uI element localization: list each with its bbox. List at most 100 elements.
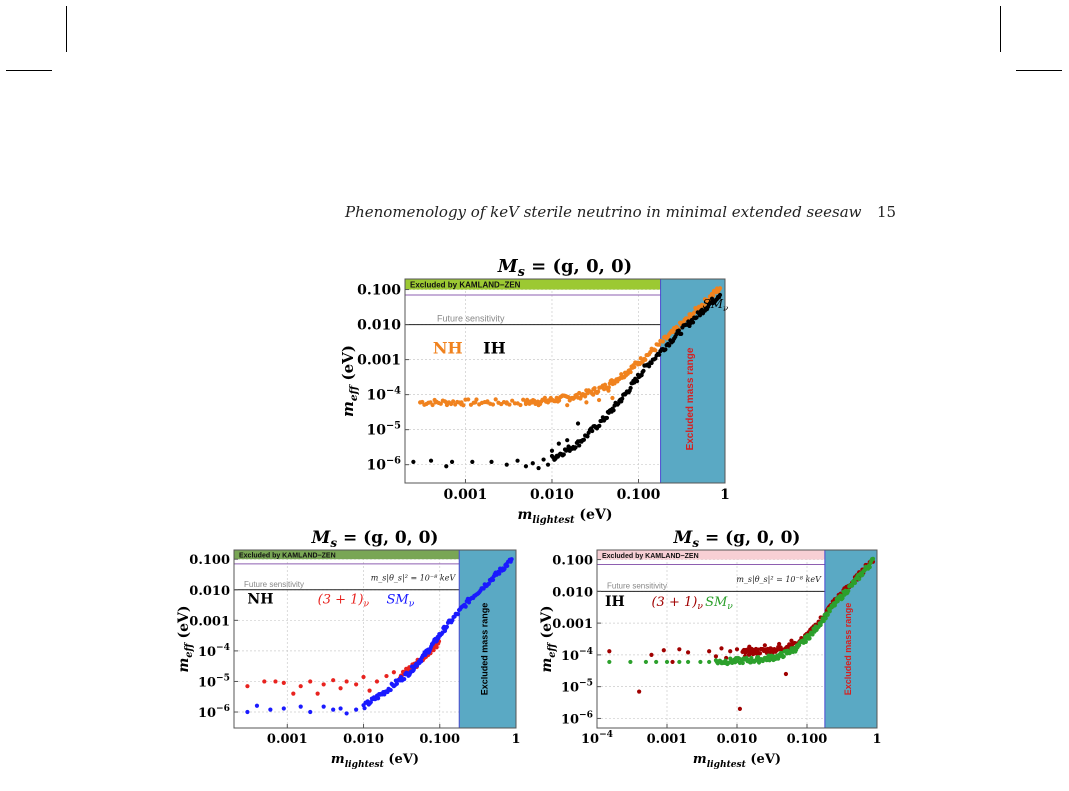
future-sensitivity-label: Future sensitivity: [244, 580, 304, 589]
data-point: [767, 658, 772, 663]
data-point: [388, 687, 393, 693]
data-point: [497, 571, 502, 576]
data-point: [374, 679, 380, 684]
data-point: [536, 465, 541, 471]
y-tick-label: 0.100: [357, 283, 401, 299]
data-point: [505, 563, 510, 569]
data-point: [692, 310, 697, 315]
data-point: [677, 647, 682, 652]
data-point: [713, 654, 719, 659]
y-tick-label: 10−5: [366, 421, 401, 439]
x-tick-label: 0.001: [647, 732, 688, 747]
data-point: [502, 566, 507, 571]
data-point: [433, 400, 438, 405]
chart-br: Excluded by KAMLAND−ZEN Future sensitivit…: [539, 528, 882, 770]
data-point: [298, 684, 303, 689]
data-point: [807, 636, 812, 641]
data-point: [717, 292, 723, 298]
data-point: [823, 616, 828, 621]
data-point: [679, 331, 684, 336]
data-point: [643, 659, 649, 665]
data-point: [384, 673, 389, 679]
data-point: [857, 576, 862, 582]
data-point: [646, 364, 652, 369]
running-header: Phenomenology of keV sterile neutrino in…: [345, 203, 862, 221]
x-tick-label: 0.010: [717, 732, 758, 747]
data-point: [728, 649, 733, 654]
excluded-mass-label: Excluded mass range: [480, 603, 490, 696]
data-point: [315, 691, 320, 696]
data-point: [686, 316, 691, 321]
data-point: [459, 400, 464, 405]
data-point: [411, 459, 416, 465]
x-tick-label: 0.100: [787, 732, 828, 747]
data-point: [789, 638, 794, 643]
x-tick-label: 10−4: [581, 729, 613, 747]
kamland-excluded-region: [597, 550, 825, 560]
data-point: [661, 648, 666, 653]
excluded-mass-label: Excluded mass range: [685, 347, 696, 450]
data-point: [489, 459, 494, 465]
legend-label: (3 + 1)ν: [651, 595, 703, 612]
data-point: [493, 397, 498, 402]
data-point: [641, 368, 646, 373]
x-tick-label: 0.010: [530, 487, 574, 503]
data-point: [737, 706, 742, 711]
data-point: [825, 612, 830, 617]
x-tick-label: 0.100: [419, 732, 460, 747]
data-point: [354, 707, 359, 712]
data-point: [611, 408, 616, 413]
data-point: [545, 400, 551, 405]
data-point: [431, 647, 436, 653]
data-point: [757, 651, 763, 656]
data-point: [670, 329, 676, 335]
data-point: [583, 394, 588, 399]
data-point: [762, 643, 767, 648]
y-tick-label: 0.001: [357, 353, 401, 369]
corner-mark-right-vertical: [1000, 6, 1001, 52]
data-point: [541, 457, 546, 462]
y-axis-label: meff (eV): [339, 345, 360, 417]
y-tick-label: 10−4: [198, 642, 230, 660]
data-point: [690, 320, 696, 325]
data-point: [653, 348, 658, 353]
y-tick-label: 0.100: [552, 554, 593, 569]
data-point: [637, 689, 642, 694]
series-top-1: [411, 292, 723, 471]
data-point: [444, 464, 449, 469]
data-point: [561, 452, 566, 457]
x-tick-label: 0.010: [343, 732, 384, 747]
kamland-label: Excluded by KAMLAND−ZEN: [410, 280, 521, 289]
legend-label: IH: [483, 338, 506, 357]
legend-label: NH: [247, 592, 273, 608]
data-point: [740, 660, 745, 666]
legend-label: IH: [605, 594, 625, 610]
y-tick-label: 10−6: [366, 456, 401, 474]
data-point: [523, 464, 529, 469]
legend-label: (3 + 1)ν: [318, 593, 370, 610]
data-point: [321, 704, 326, 709]
y-axis-label: meff (eV): [539, 605, 558, 672]
data-point: [628, 659, 633, 665]
data-point: [262, 679, 267, 684]
data-point: [852, 580, 858, 585]
future-sensitivity-label: Future sensitivity: [607, 581, 667, 590]
y-tick-label: 10−5: [561, 678, 593, 696]
y-tick-label: 0.010: [552, 585, 593, 600]
plot-area-br: Excluded by KAMLAND−ZEN Future sensitivit…: [597, 550, 877, 728]
series-bl-1: [245, 557, 514, 716]
data-point: [549, 448, 555, 453]
data-point: [628, 385, 633, 391]
plot-frame: [233, 549, 517, 729]
data-point: [783, 671, 789, 677]
data-point: [607, 659, 612, 665]
data-point: [486, 581, 491, 586]
data-point: [649, 652, 654, 657]
chart-title: Ms = (g, 0, 0): [497, 256, 632, 279]
data-point: [667, 343, 672, 348]
corner-mark-right-horizontal: [1016, 70, 1062, 71]
data-point: [664, 659, 670, 665]
data-point: [556, 441, 561, 446]
data-point: [777, 641, 782, 647]
